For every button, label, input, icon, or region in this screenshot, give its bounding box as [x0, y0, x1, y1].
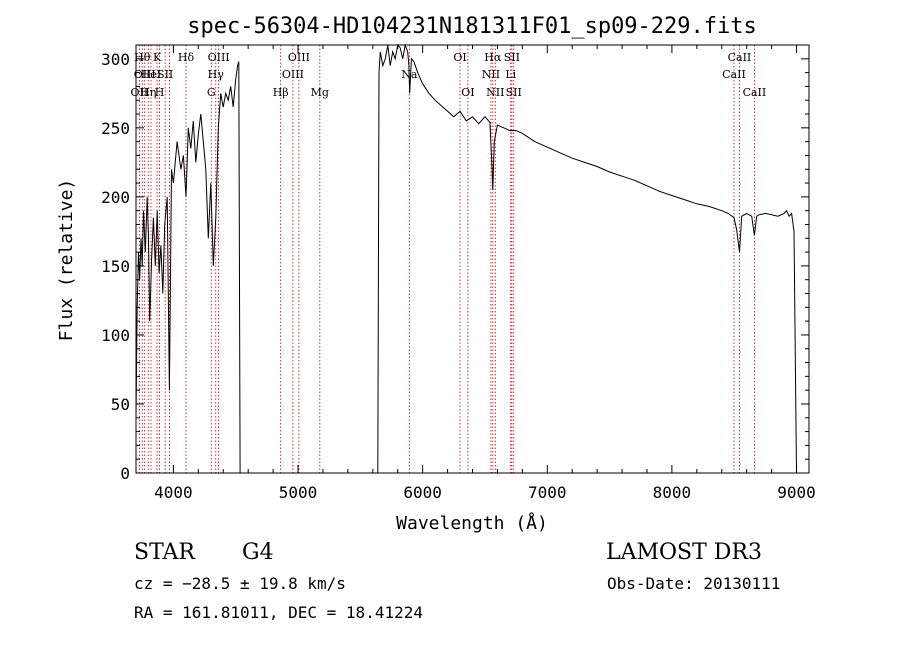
redshift-readout: cz = −28.5 ± 19.8 km/s — [134, 574, 346, 593]
line-label: Mg — [311, 86, 329, 99]
x-axis-ticks: 4000 5000 6000 7000 8000 9000 — [154, 45, 816, 502]
y-axis-label: Flux (relative) — [56, 179, 77, 342]
line-label: OIII — [282, 68, 304, 81]
spectrum-chart: spec-56304-HD104231N181311F01_sp09-229.f… — [56, 14, 816, 534]
line-label: CaII — [743, 86, 767, 99]
line-label: HeI — [141, 68, 161, 81]
obs-date: Obs-Date: 20130111 — [607, 574, 781, 593]
survey-name: LAMOST DR3 — [606, 540, 762, 565]
x-tick-label: 7000 — [528, 483, 567, 502]
line-label: Hα — [484, 51, 502, 64]
object-class: STAR — [134, 540, 195, 565]
emission-line-markers — [138, 45, 755, 473]
emission-line-labels: OII Hθ OIII Hη HeI K H SII Hδ G Hγ OIII Hβ OIII OIII Mg… — [131, 51, 767, 99]
line-label: H — [155, 86, 165, 99]
y-tick-label: 250 — [101, 119, 130, 138]
x-tick-label: 9000 — [777, 483, 816, 502]
line-label: OI — [461, 86, 474, 99]
line-label: OIII — [208, 51, 230, 64]
y-tick-label: 100 — [101, 326, 130, 345]
spectrum-line — [377, 43, 797, 474]
plot-frame — [135, 44, 810, 474]
line-label: OIII — [134, 68, 156, 81]
line-label: Hη — [140, 86, 156, 99]
line-label: NII — [482, 68, 500, 81]
line-label: OIII — [288, 51, 310, 64]
line-label: SII — [504, 51, 520, 64]
y-tick-label: 50 — [111, 395, 130, 414]
line-label: Hβ — [273, 86, 289, 99]
line-label: CaII — [722, 68, 746, 81]
spectrum-series — [135, 43, 797, 474]
subclass: G4 — [242, 540, 274, 565]
line-label: SII — [506, 86, 522, 99]
line-label: NII — [486, 86, 504, 99]
line-label: CaII — [728, 51, 752, 64]
line-label: K — [153, 51, 162, 64]
coordinates: RA = 161.81011, DEC = 18.41224 — [134, 603, 423, 622]
chart-title: spec-56304-HD104231N181311F01_sp09-229.f… — [187, 14, 757, 39]
x-tick-label: 8000 — [653, 483, 692, 502]
x-tick-label: 4000 — [154, 483, 193, 502]
spectrum-line — [135, 61, 241, 474]
line-label: OI — [453, 51, 466, 64]
line-label: Hθ — [134, 51, 151, 64]
y-tick-label: 300 — [101, 50, 130, 69]
line-label: G — [207, 86, 216, 99]
x-tick-label: 6000 — [403, 483, 442, 502]
y-tick-label: 200 — [101, 188, 130, 207]
y-tick-label: 0 — [120, 464, 130, 483]
y-axis-ticks: 0 50 100 150 200 250 300 — [101, 50, 809, 483]
x-axis-label: Wavelength (Å) — [396, 512, 548, 534]
line-label: Hδ — [178, 51, 195, 64]
y-tick-label: 150 — [101, 257, 130, 276]
line-label: SII — [157, 68, 173, 81]
line-label: Na — [401, 68, 418, 81]
x-tick-label: 5000 — [279, 483, 318, 502]
line-label: Li — [505, 68, 516, 81]
line-label: Hγ — [208, 68, 225, 81]
line-label: OII — [131, 86, 149, 99]
